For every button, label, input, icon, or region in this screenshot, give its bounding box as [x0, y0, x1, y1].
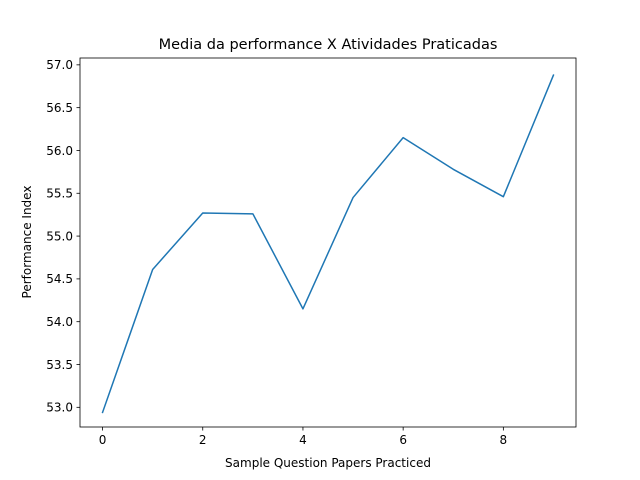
x-tick-label: 2 — [199, 433, 207, 447]
axes-frame — [79, 57, 577, 428]
y-tick-label: 57.0 — [46, 58, 73, 72]
y-tick-label: 53.5 — [46, 358, 73, 372]
x-tick-label: 8 — [500, 433, 508, 447]
y-tick-label: 55.0 — [46, 229, 73, 243]
y-tick-label: 55.5 — [46, 187, 73, 201]
plot-area — [79, 57, 577, 428]
x-tick-label: 0 — [99, 433, 107, 447]
series-line-0 — [101, 74, 555, 414]
x-tick-label: 6 — [399, 433, 407, 447]
chart-title: Media da performance X Atividades Pratic… — [159, 37, 498, 53]
x-axis-label: Sample Question Papers Practiced — [225, 456, 431, 470]
y-tick-label: 53.0 — [46, 401, 73, 415]
y-tick-label: 56.5 — [46, 101, 73, 115]
y-axis: 53.0 53.5 54.0 54.5 55.0 55.5 56.0 56.5 57.0 — [46, 58, 80, 415]
y-tick-label: 54.0 — [46, 315, 73, 329]
y-tick-label: 56.0 — [46, 144, 73, 158]
y-tick-label: 54.5 — [46, 272, 73, 286]
y-axis-label: Performance Index — [20, 186, 34, 299]
x-tick-label: 4 — [299, 433, 307, 447]
x-axis: 0 2 4 6 8 — [99, 427, 507, 447]
